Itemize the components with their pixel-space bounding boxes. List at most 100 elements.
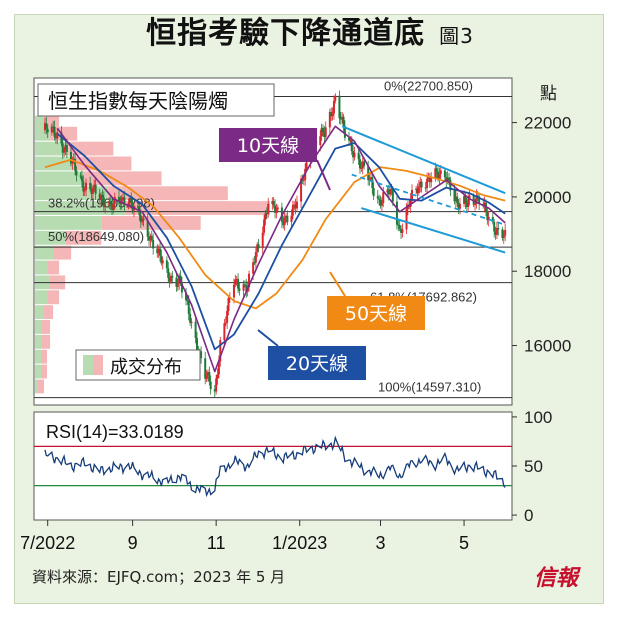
candle-body (443, 170, 446, 178)
candle-body (302, 179, 305, 181)
x-tick-label: 7/2022 (20, 533, 75, 553)
volume-legend-green (83, 355, 93, 375)
candle-body (194, 321, 197, 339)
candle-body (332, 100, 335, 114)
x-tick-label: 1/2023 (272, 533, 327, 553)
candle-body (497, 227, 500, 230)
candle-body (139, 215, 142, 223)
rsi-line (44, 435, 506, 498)
candle-body (130, 198, 133, 203)
volume-legend-label: 成交分布 (110, 357, 182, 378)
candle-body (493, 221, 496, 232)
candle-body (79, 175, 82, 177)
candle-body (352, 151, 355, 158)
candle-body (300, 178, 303, 202)
candle-body (237, 278, 240, 289)
candle-body (368, 178, 371, 181)
candle-body (449, 179, 452, 191)
candle-body (458, 203, 461, 209)
candle-body (168, 277, 171, 282)
volume-bar-green (35, 156, 72, 171)
candle-body (348, 137, 351, 141)
candle-body (137, 206, 140, 208)
candle-body (89, 182, 92, 190)
y-tick-label: 16000 (524, 337, 571, 356)
candle-body (395, 201, 398, 225)
candle-body (328, 111, 331, 128)
rsi-y-tick-label: 0 (524, 506, 533, 525)
fib-level-label: 50%(18649.080) (48, 229, 144, 244)
candle-body (416, 188, 419, 194)
candle-body (380, 203, 383, 206)
candle-body (160, 255, 163, 264)
volume-bar-red (65, 230, 102, 245)
volume-bar-green (35, 305, 45, 320)
candle-body (64, 145, 67, 150)
candle-body (453, 190, 456, 202)
candle-body (157, 248, 160, 254)
candle-body (209, 381, 212, 390)
candle-body (357, 152, 360, 160)
candle-body (252, 262, 255, 274)
candle-body (360, 167, 363, 169)
candle-body (46, 128, 49, 133)
candle-body (261, 232, 264, 249)
candle-body (341, 116, 344, 120)
candle-body (165, 260, 168, 269)
candle-body (243, 284, 246, 286)
rsi-y-tick-label: 50 (524, 457, 543, 476)
candle-body (291, 205, 294, 216)
candle-body (263, 219, 266, 233)
candle-body (102, 197, 105, 208)
source-note: 資料來源：EJFQ.com；2023 年 5 月 (32, 568, 286, 586)
candle-body (159, 248, 162, 256)
candle-body (256, 244, 259, 252)
candle-body (468, 195, 471, 200)
volume-bar-green (35, 290, 48, 305)
volume-legend-red (93, 355, 103, 375)
candle-body (504, 229, 507, 236)
volume-bar-green (35, 186, 108, 201)
candle-body (94, 184, 97, 194)
page-title: 恒指考驗下降通道底 圖3 (0, 8, 620, 52)
rsi-title: RSI(14)=33.0189 (46, 422, 184, 442)
volume-bar-red (38, 379, 45, 394)
candle-body (219, 340, 222, 362)
candle-body (61, 143, 64, 153)
candle-body (501, 229, 504, 238)
candle-body (465, 202, 468, 207)
price-title-box (37, 83, 275, 117)
candle-body (293, 204, 296, 206)
candle-body (148, 236, 151, 241)
candle-body (285, 215, 288, 218)
candle-body (74, 159, 77, 171)
volume-bar-red (41, 364, 48, 379)
candle-body (171, 275, 174, 278)
candle-body (323, 132, 326, 137)
candle-body (438, 174, 441, 179)
candle-body (234, 279, 237, 285)
candle-body (56, 132, 59, 139)
candle-body (104, 206, 107, 208)
candle-body (290, 215, 293, 223)
fib-level-label: 100%(14597.310) (378, 380, 481, 395)
ma10-callout-box (219, 128, 317, 162)
ma10-line (56, 125, 506, 373)
candle-body (186, 300, 189, 302)
candle-body (494, 231, 497, 235)
candle-body (350, 140, 353, 152)
candle-body (427, 176, 430, 179)
candle-body (150, 235, 153, 240)
volume-bar-red (44, 305, 54, 320)
candle-body (391, 189, 394, 202)
candle-body (190, 321, 193, 323)
candle-body (90, 189, 93, 194)
candle-body (98, 193, 101, 201)
candle-body (200, 351, 203, 359)
y-tick-label: 22000 (524, 114, 571, 133)
candle-body (390, 188, 393, 190)
y-tick-label: 20000 (524, 188, 571, 207)
candle-body (435, 168, 438, 172)
candle-body (361, 161, 364, 168)
candle-body (156, 248, 159, 254)
